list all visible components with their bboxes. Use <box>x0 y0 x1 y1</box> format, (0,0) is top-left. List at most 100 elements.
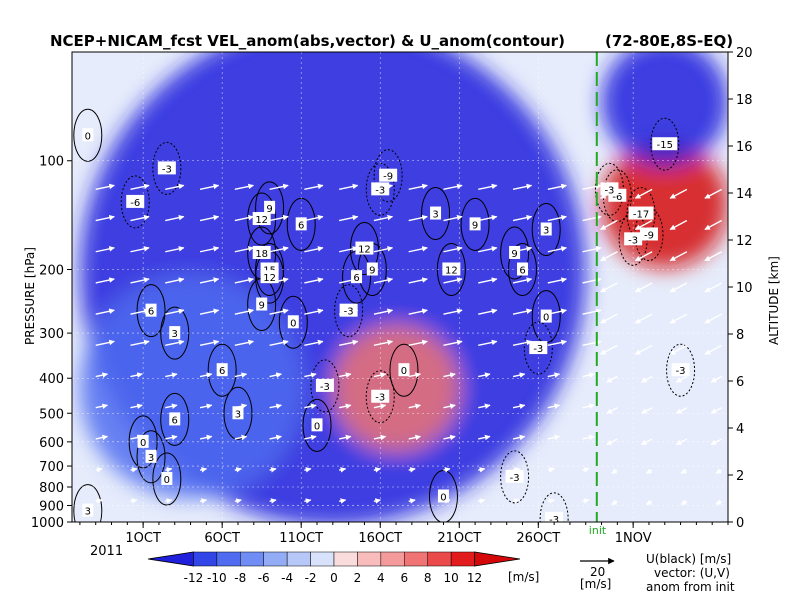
contour-label-bg <box>517 262 529 276</box>
velocity-vector <box>234 434 248 441</box>
contour-label: 6 <box>148 307 154 318</box>
velocity-vector <box>130 277 150 284</box>
reference-value: 20 <box>590 565 605 579</box>
velocity-vector <box>234 498 242 504</box>
velocity-vector <box>611 468 618 474</box>
velocity-vector <box>165 372 178 378</box>
chart-region: (72-80E,8S-EQ) <box>605 32 733 50</box>
velocity-vector <box>704 251 723 262</box>
contour-label-bg <box>137 434 149 448</box>
u-contour <box>602 169 632 223</box>
velocity-vector <box>408 372 421 378</box>
contour-label: 6 <box>298 220 304 231</box>
contour-label: 0 <box>85 131 91 142</box>
contour-label: -3 <box>549 515 559 526</box>
pressure-tick-label: 800 <box>39 481 64 496</box>
velocity-vector <box>304 246 324 253</box>
velocity-vector <box>199 372 213 378</box>
altitude-tick-label: 4 <box>736 422 744 437</box>
velocity-vector <box>582 246 602 253</box>
velocity-vector <box>710 375 723 383</box>
velocity-vector <box>408 183 428 191</box>
velocity-vector <box>234 467 242 473</box>
velocity-vector <box>634 344 653 355</box>
velocity-vector <box>199 183 220 191</box>
colorbar-label: -8 <box>234 571 246 585</box>
anomaly-region <box>79 276 302 499</box>
velocity-vector <box>478 467 486 473</box>
velocity-vector <box>269 183 289 191</box>
velocity-vector <box>669 251 688 262</box>
contour-label: -3 <box>510 473 520 484</box>
contour-label-bg <box>157 161 176 175</box>
velocity-vector <box>582 339 602 347</box>
contour-label: 12 <box>255 215 268 226</box>
contour-label: -3 <box>320 382 330 393</box>
velocity-vector <box>645 499 653 506</box>
altitude-axis: 0 2 4 6 8 10 12 14 16 18 20 <box>728 46 753 531</box>
contour-label-bg <box>540 222 552 236</box>
contour-label-bg <box>600 182 619 196</box>
contour-label-bg <box>295 217 307 231</box>
contour-label: 0 <box>440 493 446 504</box>
velocity-vector <box>443 467 451 473</box>
pressure-tick-label: 900 <box>39 499 64 514</box>
contour-label-bg <box>437 489 449 503</box>
pressure-tick-label: 400 <box>39 372 64 387</box>
time-tick-label: 1NOV <box>615 531 652 546</box>
velocity-vector <box>269 308 289 315</box>
contour-label: -15 <box>657 140 673 151</box>
velocity-vector <box>130 467 138 473</box>
contour-label: -3 <box>375 393 385 404</box>
velocity-vector <box>165 214 185 222</box>
velocity-vector <box>582 372 595 378</box>
contour-label-bg <box>252 212 271 226</box>
contour-label: -3 <box>344 307 354 318</box>
velocity-vector <box>600 344 618 355</box>
velocity-vector <box>234 339 254 347</box>
velocity-vector <box>338 246 359 253</box>
contour-label-bg <box>505 469 524 483</box>
init-label: init <box>589 524 607 537</box>
velocity-vector <box>338 498 347 504</box>
contour-label: -3 <box>628 235 638 246</box>
velocity-vector <box>408 277 428 284</box>
pressure-tick-label: 1000 <box>31 516 64 531</box>
velocity-vector <box>443 339 463 347</box>
contour-label: 6 <box>353 273 359 284</box>
colorbar-swatch <box>240 551 264 567</box>
contour-label-bg <box>351 270 363 284</box>
velocity-vector <box>199 434 213 441</box>
velocity-vector <box>199 498 208 504</box>
contour-label-bg <box>145 449 157 463</box>
colorbar-label: -6 <box>258 571 270 585</box>
contour-label-bg <box>379 168 398 182</box>
velocity-vector <box>269 214 289 222</box>
velocity-vector <box>634 251 653 262</box>
velocity-vector <box>234 277 254 284</box>
contour-label-bg <box>264 200 276 214</box>
velocity-vector <box>234 308 254 315</box>
velocity-vector <box>269 434 282 441</box>
contour-label-bg <box>529 341 548 355</box>
chart-title: NCEP+NICAM_fcst VEL_anom(abs,vector) & U… <box>50 32 565 50</box>
contour-label: 12 <box>445 265 458 276</box>
colorbar-swatch <box>263 551 288 567</box>
contour-label-bg <box>624 232 643 246</box>
velocity-vector <box>269 372 282 378</box>
velocity-vector <box>373 434 387 441</box>
velocity-vector <box>408 498 416 504</box>
velocity-vector <box>641 375 653 383</box>
contour-label: 3 <box>235 409 241 420</box>
velocity-vector <box>680 499 688 506</box>
velocity-vector <box>304 277 324 284</box>
velocity-vector <box>715 499 723 506</box>
contour-label: 0 <box>290 318 296 329</box>
velocity-vector <box>373 372 387 378</box>
u-contour <box>666 343 696 397</box>
velocity-vector <box>408 403 421 410</box>
contour-label-bg <box>339 303 358 317</box>
u-contour <box>389 343 419 397</box>
velocity-vector <box>547 498 555 504</box>
